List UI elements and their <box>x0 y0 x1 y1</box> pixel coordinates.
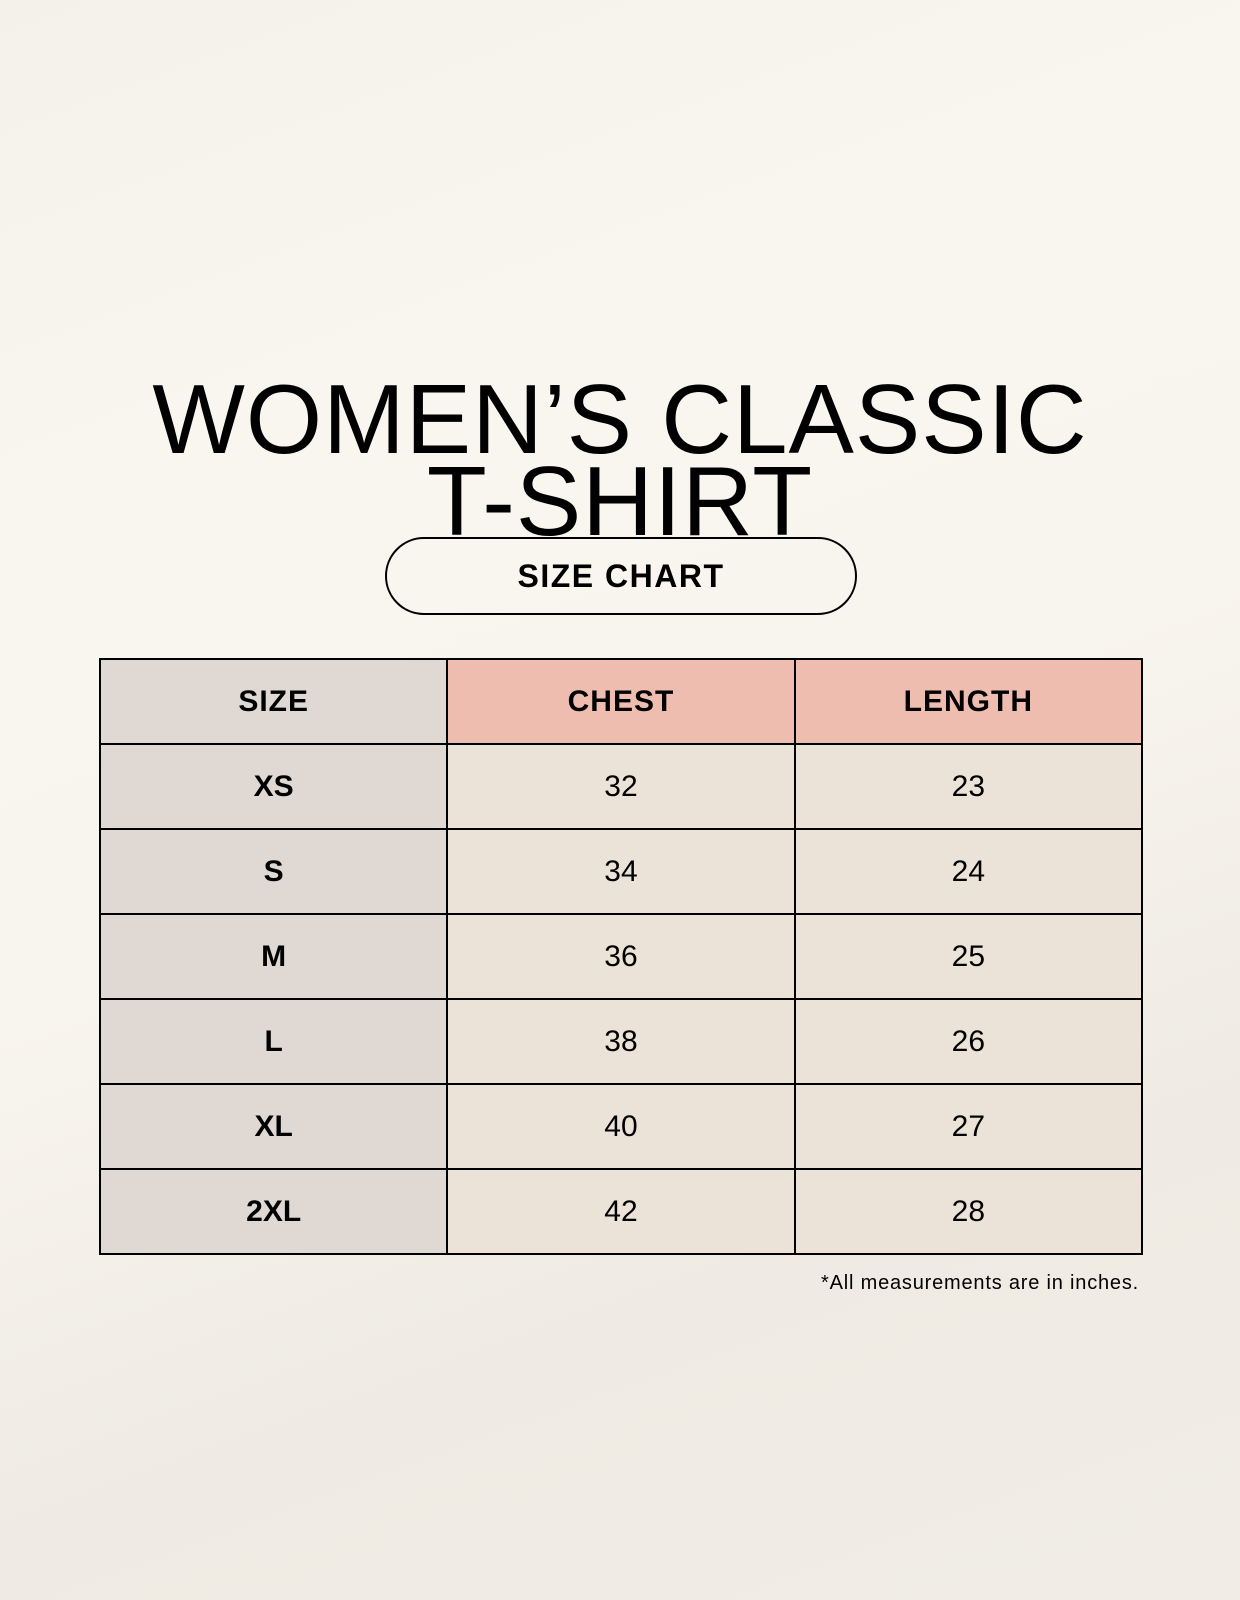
cell-size: 2XL <box>98 1168 449 1255</box>
header-chest: CHEST <box>446 658 796 745</box>
cell-chest: 34 <box>446 828 796 915</box>
table-row: M 36 25 <box>98 913 1144 1000</box>
cell-size: XL <box>98 1083 449 1170</box>
table-row: S 34 24 <box>98 828 1144 915</box>
title-line-1: WOMEN’S CLASSIC <box>152 363 1088 474</box>
title-line-2: T-SHIRT <box>426 445 814 556</box>
footnote: *All measurements are in inches. <box>821 1272 1139 1294</box>
cell-size: XS <box>98 743 449 830</box>
size-chart-label: SIZE CHART <box>385 537 857 615</box>
table-row: XS 32 23 <box>98 743 1144 830</box>
cell-length: 23 <box>793 743 1144 830</box>
table-row: L 38 26 <box>98 998 1144 1085</box>
table-row: 2XL 42 28 <box>98 1168 1144 1255</box>
table-row: XL 40 27 <box>98 1083 1144 1170</box>
cell-size: M <box>98 913 449 1000</box>
cell-length: 25 <box>793 913 1144 1000</box>
header-size: SIZE <box>98 658 449 745</box>
cell-chest: 40 <box>446 1083 796 1170</box>
cell-chest: 38 <box>446 998 796 1085</box>
cell-chest: 42 <box>446 1168 796 1255</box>
cell-size: L <box>98 998 449 1085</box>
cell-size: S <box>98 828 449 915</box>
cell-length: 27 <box>793 1083 1144 1170</box>
cell-length: 28 <box>793 1168 1144 1255</box>
cell-length: 24 <box>793 828 1144 915</box>
header-length: LENGTH <box>793 658 1144 745</box>
cell-chest: 32 <box>446 743 796 830</box>
cell-chest: 36 <box>446 913 796 1000</box>
table-header-row: SIZE CHEST LENGTH <box>98 658 1144 745</box>
cell-length: 26 <box>793 998 1144 1085</box>
page-title: WOMEN’S CLASSIC T-SHIRT <box>0 363 1240 556</box>
size-table: SIZE CHEST LENGTH XS 32 23 S 34 24 M 36 25 L 38 26 X… <box>98 658 1144 1255</box>
